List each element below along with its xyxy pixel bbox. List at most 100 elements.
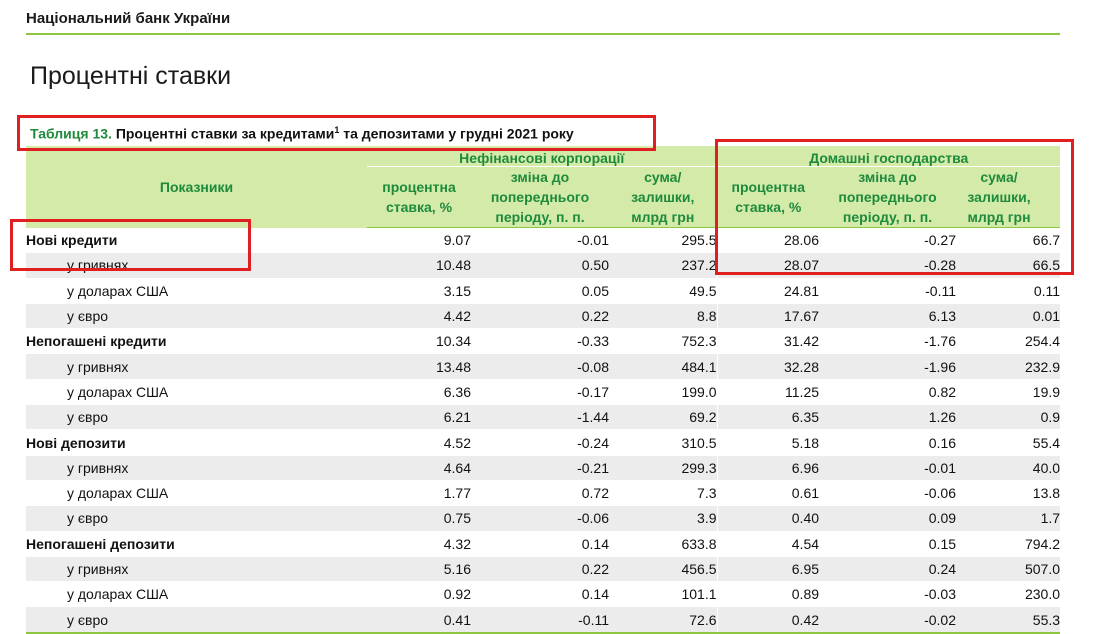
- value-cell: 752.3: [609, 328, 718, 355]
- table-row: Нові депозити 4.52 -0.24 310.5 5.18 0.16 55.4: [26, 429, 1061, 456]
- value-cell: 237.2: [609, 252, 718, 279]
- value-cell: 0.05: [471, 278, 609, 304]
- value-cell: -0.21: [471, 455, 609, 481]
- value-cell: 0.42: [717, 606, 820, 634]
- value-cell: 199.0: [609, 379, 718, 406]
- value-cell: 0.15: [819, 531, 957, 557]
- footnote-marker: 1: [334, 125, 340, 135]
- value-cell: -0.17: [471, 379, 609, 406]
- value-cell: 9.07: [367, 227, 471, 254]
- table-row: у доларах США 3.15 0.05 49.5 24.81 -0.11 0.11: [26, 278, 1061, 304]
- value-cell: 1.77: [367, 480, 471, 507]
- value-cell: 4.64: [367, 455, 471, 481]
- row-label: у євро: [26, 606, 367, 634]
- value-cell: 0.14: [471, 581, 609, 608]
- table-row: Непогашені кредити 10.34 -0.33 752.3 31.42 -1…: [26, 328, 1061, 355]
- value-cell: 507.0: [956, 556, 1061, 583]
- row-label: Непогашені депозити: [26, 531, 367, 557]
- value-cell: 4.52: [367, 429, 471, 456]
- value-cell: 0.11: [956, 278, 1061, 304]
- value-cell: 5.16: [367, 556, 471, 583]
- value-cell: 7.3: [609, 480, 718, 507]
- value-cell: 456.5: [609, 556, 718, 583]
- table-row: у доларах США 0.92 0.14 101.1 0.89 -0.03 230.0: [26, 581, 1061, 608]
- value-cell: 24.81: [717, 278, 820, 304]
- value-cell: 0.22: [471, 303, 609, 330]
- value-cell: 484.1: [609, 353, 718, 380]
- value-cell: 28.06: [717, 227, 820, 254]
- row-label: Нові депозити: [26, 429, 367, 456]
- value-cell: -0.01: [471, 227, 609, 254]
- value-cell: 3.15: [367, 278, 471, 304]
- value-cell: 19.9: [956, 379, 1061, 406]
- table-number: Таблиця 13.: [30, 125, 112, 142]
- value-cell: 13.8: [956, 480, 1061, 507]
- row-label: Нові кредити: [26, 227, 367, 254]
- value-cell: 6.95: [717, 556, 820, 583]
- table-row: у гривнях 5.16 0.22 456.5 6.95 0.24 507.0: [26, 556, 1061, 583]
- table-row: Непогашені депозити 4.32 0.14 633.8 4.54 0.15…: [26, 531, 1061, 557]
- value-cell: 633.8: [609, 531, 718, 557]
- value-cell: 8.8: [609, 303, 718, 330]
- row-label: у гривнях: [26, 252, 367, 279]
- row-label: у євро: [26, 404, 367, 431]
- col-header-indicator: Показники: [26, 146, 367, 228]
- value-cell: 0.75: [367, 505, 471, 532]
- value-cell: 0.16: [819, 429, 957, 456]
- table-caption-rest: та депозитами у грудні 2021 року: [343, 125, 574, 142]
- value-cell: 0.92: [367, 581, 471, 608]
- value-cell: 28.07: [717, 252, 820, 279]
- value-cell: 4.42: [367, 303, 471, 330]
- page-title: Процентні ставки: [30, 62, 232, 90]
- value-cell: 310.5: [609, 429, 718, 456]
- interest-rates-table: Показники Нефінансові корпорації Домашні…: [26, 146, 1061, 634]
- row-label: у доларах США: [26, 480, 367, 507]
- table-row: у євро 6.21 -1.44 69.2 6.35 1.26 0.9: [26, 404, 1061, 431]
- value-cell: 0.82: [819, 379, 957, 406]
- value-cell: 6.35: [717, 404, 820, 431]
- value-cell: 72.6: [609, 606, 718, 634]
- table-row: у євро 0.75 -0.06 3.9 0.40 0.09 1.7: [26, 505, 1061, 532]
- value-cell: 230.0: [956, 581, 1061, 608]
- table-row: у євро 0.41 -0.11 72.6 0.42 -0.02 55.3: [26, 606, 1061, 634]
- value-cell: -0.27: [819, 227, 957, 254]
- value-cell: -0.11: [819, 278, 957, 304]
- value-cell: 31.42: [717, 328, 820, 355]
- col-header-rate: процентна ставка, %: [717, 166, 820, 228]
- table-row: у гривнях 4.64 -0.21 299.3 6.96 -0.01 40.0: [26, 455, 1061, 481]
- col-header-rate: процентна ставка, %: [367, 166, 471, 228]
- col-header-sum: сума/залишки, млрд грн: [956, 166, 1061, 228]
- value-cell: -0.06: [471, 505, 609, 532]
- value-cell: 66.7: [956, 227, 1061, 254]
- table-row: у гривнях 10.48 0.50 237.2 28.07 -0.28 66.5: [26, 252, 1061, 279]
- value-cell: 11.25: [717, 379, 820, 406]
- value-cell: 0.01: [956, 303, 1061, 330]
- row-label: у євро: [26, 505, 367, 532]
- header-divider: [26, 33, 1060, 35]
- value-cell: 0.72: [471, 480, 609, 507]
- table-row: у доларах США 1.77 0.72 7.3 0.61 -0.06 13.8: [26, 480, 1061, 507]
- value-cell: -0.28: [819, 252, 957, 279]
- col-header-sum: сума/залишки, млрд грн: [609, 166, 718, 228]
- value-cell: 55.4: [956, 429, 1061, 456]
- value-cell: 0.9: [956, 404, 1061, 431]
- value-cell: 32.28: [717, 353, 820, 380]
- group-header-households: Домашні господарства: [717, 146, 1061, 167]
- value-cell: 0.14: [471, 531, 609, 557]
- value-cell: 0.40: [717, 505, 820, 532]
- value-cell: -0.03: [819, 581, 957, 608]
- value-cell: 299.3: [609, 455, 718, 481]
- value-cell: 1.26: [819, 404, 957, 431]
- value-cell: 295.5: [609, 227, 718, 254]
- table-caption: Таблиця 13. Процентні ставки за кредитам…: [30, 125, 574, 142]
- value-cell: 0.41: [367, 606, 471, 634]
- value-cell: 6.13: [819, 303, 957, 330]
- value-cell: 66.5: [956, 252, 1061, 279]
- row-label: у гривнях: [26, 353, 367, 380]
- value-cell: 17.67: [717, 303, 820, 330]
- value-cell: -0.08: [471, 353, 609, 380]
- value-cell: -0.06: [819, 480, 957, 507]
- value-cell: 49.5: [609, 278, 718, 304]
- table-body: Нові кредити 9.07 -0.01 295.5 28.06 -0.27 66.7…: [26, 227, 1061, 634]
- value-cell: 6.36: [367, 379, 471, 406]
